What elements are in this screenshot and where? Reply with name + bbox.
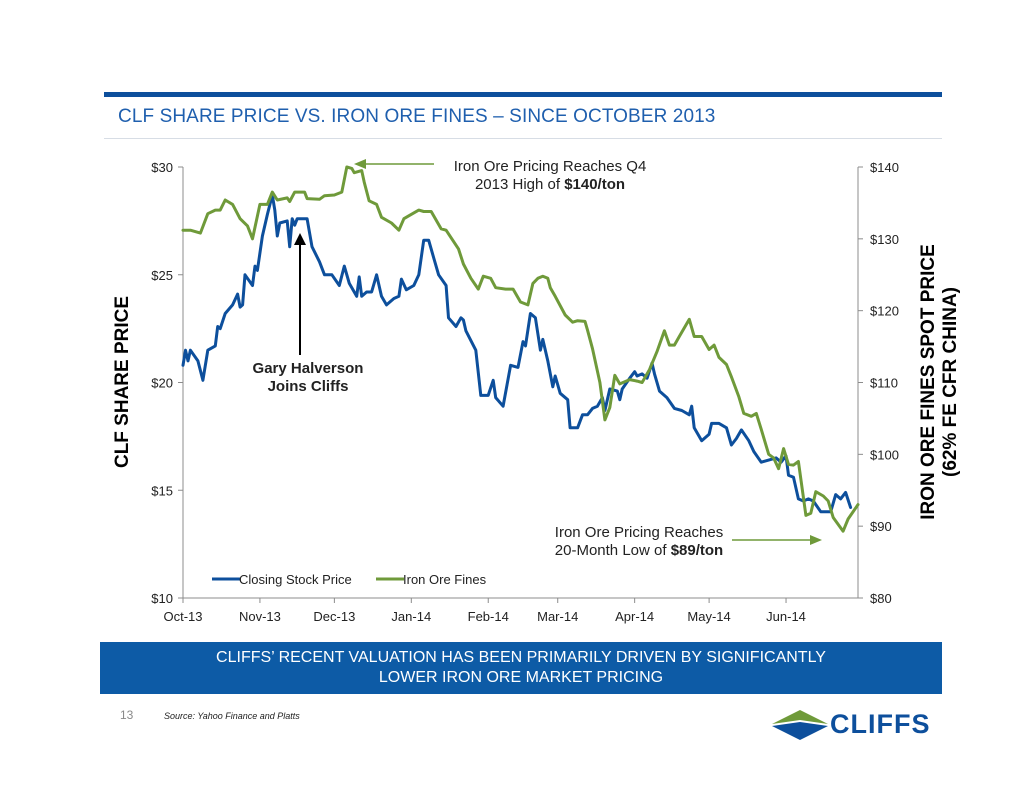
annotation-high-line1: Iron Ore Pricing Reaches Q4: [454, 158, 647, 175]
x-tick-label: Jun-14: [766, 609, 806, 624]
y-right-tick-label: $80: [870, 591, 892, 606]
y-left-tick-label: $10: [151, 591, 173, 606]
annotation-low-arrowhead: [810, 535, 822, 545]
y-right-tick-label: $140: [870, 160, 899, 175]
y-left-tick-label: $20: [151, 376, 173, 391]
annotation-high-arrowhead: [354, 159, 366, 169]
annotation-high-text: 2013 High of: [475, 176, 564, 193]
x-tick-label: Mar-14: [537, 609, 578, 624]
annotation-gary-line1: Gary Halverson: [253, 360, 364, 377]
page-title: CLF SHARE PRICE VS. IRON ORE FINES – SIN…: [118, 106, 716, 127]
banner-line-2: LOWER IRON ORE MARKET PRICING: [378, 669, 664, 686]
annotation-high-line2: 2013 High of $140/ton: [475, 176, 625, 193]
cliffs-logo-mark-icon: [772, 710, 828, 740]
y-right-tick-label: $90: [870, 519, 892, 534]
legend-label-closing-stock-price: Closing Stock Price: [239, 572, 352, 587]
cliffs-logo-text: CLIFFS: [830, 709, 931, 739]
y-right-tick-label: $130: [870, 232, 899, 247]
x-tick-label: Oct-13: [163, 609, 202, 624]
series-line-closing-stock-price: [181, 193, 853, 514]
series-lines: [181, 165, 860, 533]
header-accent-bar: [104, 92, 942, 97]
summary-banner: CLIFFS’ RECENT VALUATION HAS BEEN PRIMAR…: [100, 642, 942, 694]
legend: Closing Stock Price Iron Ore Fines: [212, 572, 487, 587]
cliffs-logo: CLIFFS: [770, 708, 950, 742]
title-divider: [104, 138, 942, 139]
legend-label-iron-ore-fines: Iron Ore Fines: [403, 572, 487, 587]
page-number: 13: [120, 708, 134, 722]
annotation-low-line2: 20-Month Low of $89/ton: [555, 542, 723, 559]
banner-line-1: CLIFFS’ RECENT VALUATION HAS BEEN PRIMAR…: [216, 649, 826, 666]
line-chart: $10 $15 $20 $25 $30 $80 $90 $100 $110 $120 $130 $14…: [112, 158, 961, 624]
y-left-tick-label: $30: [151, 160, 173, 175]
x-tick-label: Apr-14: [615, 609, 654, 624]
x-tick-label: Feb-14: [468, 609, 509, 624]
y-right-tick-label: $100: [870, 447, 899, 462]
x-tick-label: Dec-13: [313, 609, 355, 624]
y-left-tick-label: $25: [151, 268, 173, 283]
annotation-low-value: $89/ton: [671, 542, 724, 559]
x-tick-label: May-14: [687, 609, 730, 624]
annotation-low-line1: Iron Ore Pricing Reaches: [555, 524, 723, 541]
y-right-tick-label: $120: [870, 304, 899, 319]
annotation-high-value: $140/ton: [564, 176, 625, 193]
source-note: Source: Yahoo Finance and Platts: [164, 711, 300, 721]
x-tick-label: Nov-13: [239, 609, 281, 624]
series-line-iron-ore-fines: [181, 165, 860, 533]
y-right-tick-label: $110: [870, 376, 898, 391]
x-tick-label: Jan-14: [391, 609, 431, 624]
y-axis-label-right-line1: IRON ORE FINES SPOT PRICE: [918, 244, 939, 520]
annotation-low-text: 20-Month Low of: [555, 542, 671, 559]
y-axis-label-left: CLF SHARE PRICE: [112, 296, 133, 468]
y-axis-label-right-line2: (62% FE CFR CHINA): [940, 287, 961, 477]
annotation-gary-arrowhead: [294, 233, 306, 245]
y-left-tick-label: $15: [151, 483, 173, 498]
annotation-gary-line2: Joins Cliffs: [268, 378, 349, 395]
annotations: CLF SHARE PRICE IRON ORE FINES SPOT PRIC…: [112, 158, 961, 559]
axes: $10 $15 $20 $25 $30 $80 $90 $100 $110 $120 $130 $14…: [151, 160, 899, 624]
